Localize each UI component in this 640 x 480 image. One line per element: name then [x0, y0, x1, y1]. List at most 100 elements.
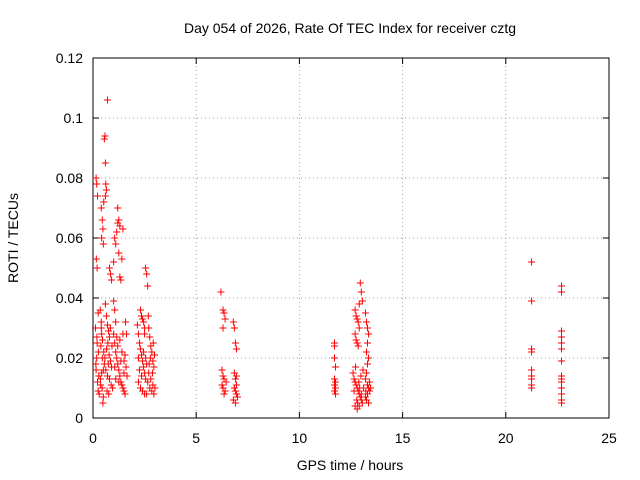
data-point	[95, 372, 103, 380]
x-tick-label: 15	[395, 430, 411, 446]
data-point	[219, 372, 227, 380]
data-point	[122, 318, 130, 326]
data-point	[116, 273, 124, 281]
axis-ticks: 0 0.02 0.04 0.06 0.08 0.1 0.12 0 5 10 15 20 25	[56, 50, 617, 446]
data-point	[117, 276, 125, 284]
data-point	[148, 369, 156, 377]
data-point	[558, 327, 566, 335]
data-point	[364, 339, 372, 347]
data-point	[362, 387, 370, 395]
data-point	[143, 390, 151, 398]
data-point	[118, 381, 126, 389]
data-point	[94, 192, 102, 200]
data-point	[151, 384, 159, 392]
data-point	[110, 297, 118, 305]
data-point	[92, 174, 100, 182]
data-point	[365, 330, 373, 338]
data-point	[93, 339, 101, 347]
data-point	[113, 354, 121, 362]
data-point	[358, 297, 366, 305]
data-point	[232, 390, 240, 398]
data-point	[219, 306, 227, 314]
data-point	[98, 369, 106, 377]
data-point	[101, 192, 109, 200]
data-point	[119, 225, 127, 233]
x-tick-label: 5	[192, 430, 200, 446]
data-point	[355, 324, 363, 332]
data-point	[361, 309, 369, 317]
data-point	[230, 384, 238, 392]
data-points	[91, 96, 566, 413]
data-point	[351, 330, 359, 338]
y-tick-label: 0	[75, 410, 83, 426]
data-point	[114, 360, 122, 368]
data-point	[528, 348, 536, 356]
data-point	[106, 333, 114, 341]
data-point	[146, 354, 154, 362]
data-point	[104, 339, 112, 347]
data-point	[353, 396, 361, 404]
data-point	[231, 399, 239, 407]
data-point	[119, 384, 127, 392]
data-point	[353, 339, 361, 347]
data-point	[151, 351, 159, 359]
data-point	[133, 321, 141, 329]
data-point	[101, 354, 109, 362]
data-point	[115, 378, 123, 386]
data-point	[100, 348, 108, 356]
data-point	[141, 330, 149, 338]
data-point	[232, 345, 240, 353]
data-point	[93, 180, 101, 188]
data-point	[350, 375, 358, 383]
data-point	[102, 186, 110, 194]
data-point	[139, 315, 147, 323]
data-point	[135, 339, 143, 347]
data-point	[528, 375, 536, 383]
data-point	[116, 336, 124, 344]
data-point	[115, 216, 123, 224]
data-point	[352, 363, 360, 371]
data-point	[102, 312, 110, 320]
data-point	[118, 255, 126, 263]
data-point	[350, 387, 358, 395]
data-point	[355, 402, 363, 410]
data-point	[117, 357, 125, 365]
data-point	[94, 387, 102, 395]
data-point	[103, 96, 111, 104]
data-point	[357, 288, 365, 296]
data-point	[98, 234, 106, 242]
data-point	[98, 216, 106, 224]
data-point	[134, 354, 142, 362]
data-point	[330, 342, 338, 350]
data-point	[123, 372, 131, 380]
x-tick-label: 10	[292, 430, 308, 446]
data-point	[103, 321, 111, 329]
data-point	[558, 333, 566, 341]
y-axis-label: ROTI / TECUs	[5, 193, 21, 283]
data-point	[361, 375, 369, 383]
data-point	[528, 297, 536, 305]
data-point	[355, 300, 363, 308]
data-point	[528, 258, 536, 266]
data-point	[99, 225, 107, 233]
data-point	[93, 264, 101, 272]
data-point	[356, 279, 364, 287]
data-point	[112, 375, 120, 383]
data-point	[136, 306, 144, 314]
data-point	[356, 384, 364, 392]
data-point	[231, 339, 239, 347]
data-point	[111, 234, 119, 242]
data-point	[110, 258, 118, 266]
data-point	[330, 381, 338, 389]
y-tick-label: 0.08	[56, 170, 83, 186]
data-point	[101, 300, 109, 308]
data-point	[354, 342, 362, 350]
chart-title: Day 054 of 2026, Rate Of TEC Index for r…	[184, 20, 516, 36]
data-point	[116, 222, 124, 230]
data-point	[115, 366, 123, 374]
data-point	[231, 375, 239, 383]
data-point	[367, 384, 375, 392]
x-axis-label: GPS time / hours	[297, 457, 404, 473]
data-point	[144, 378, 152, 386]
